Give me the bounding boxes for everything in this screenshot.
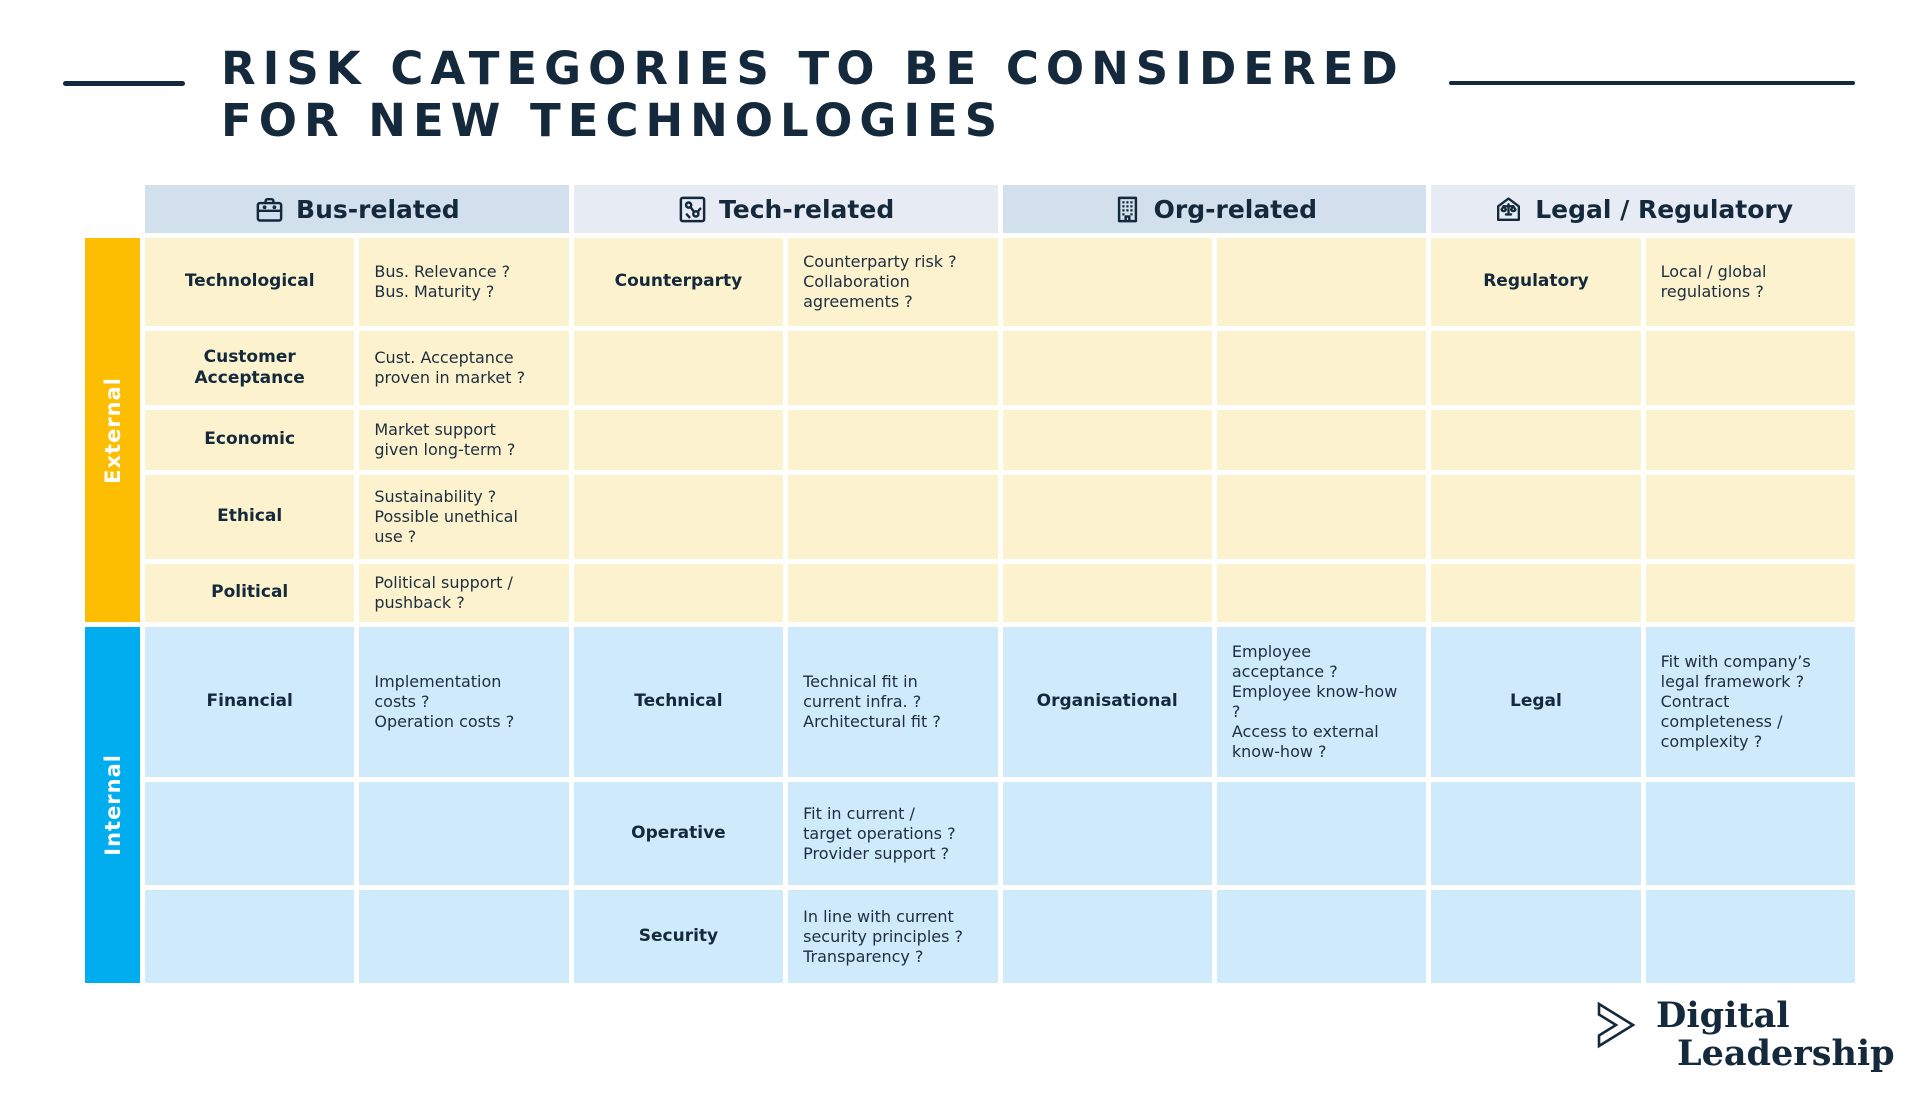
title-left-rule: [63, 81, 185, 86]
column-header-bus-related: Bus-related: [145, 185, 569, 233]
empty-cell: [1216, 782, 1427, 885]
briefcase-icon: [256, 197, 283, 222]
category-cell: Regulatory: [1431, 238, 1641, 326]
empty-cell: [1431, 564, 1641, 622]
empty-cell: [1216, 410, 1427, 470]
empty-cell: [1216, 238, 1427, 326]
empty-cell: [1645, 890, 1855, 983]
title-right-rule: [1449, 81, 1855, 85]
column-header-legal-regulatory: Legal / Regulatory: [1431, 185, 1855, 233]
category-cell: Technical: [573, 627, 784, 777]
empty-cell: [359, 782, 569, 885]
category-cell: Customer Acceptance: [145, 331, 355, 405]
section-band-external: External: [85, 238, 140, 622]
empty-cell: [1431, 782, 1641, 885]
question-cell: Sustainability ? Possible unethical use …: [359, 475, 569, 559]
column-header-tech-related: Tech-related: [573, 185, 998, 233]
circuit-icon: [679, 196, 706, 222]
page-title: RISK CATEGORIES TO BE CONSIDERED FOR NEW…: [221, 42, 1405, 148]
brand-logo-line1: Digital: [1656, 995, 1790, 1036]
column-header-label: Org-related: [1153, 194, 1318, 224]
category-cell: Economic: [145, 410, 355, 470]
empty-cell: [1002, 782, 1212, 885]
empty-cell: [1002, 890, 1212, 983]
empty-cell: [1431, 331, 1641, 405]
section-label-external: External: [100, 376, 125, 484]
empty-cell: [788, 410, 998, 470]
empty-cell: [573, 475, 784, 559]
empty-cell: [1431, 410, 1641, 470]
column-header-label: Tech-related: [719, 194, 895, 224]
page-title-line1: RISK CATEGORIES TO BE CONSIDERED: [221, 42, 1405, 95]
empty-cell: [1645, 331, 1855, 405]
question-cell: Political support / pushback ?: [359, 564, 569, 622]
empty-cell: [573, 331, 784, 405]
question-cell: Market support given long-term ?: [359, 410, 569, 470]
column-header-org-related: Org-related: [1002, 185, 1427, 233]
scales-icon: [1497, 196, 1521, 221]
section-label-internal: Internal: [100, 754, 125, 856]
empty-cell: [573, 564, 784, 622]
empty-cell: [1645, 564, 1855, 622]
category-cell: Counterparty: [573, 238, 784, 326]
category-cell: Operative: [573, 782, 784, 885]
empty-cell: [1002, 475, 1212, 559]
question-cell: Technical fit in current infra. ? Archit…: [788, 627, 998, 777]
empty-cell: [359, 890, 569, 983]
category-cell: Organisational: [1002, 627, 1212, 777]
empty-cell: [1645, 410, 1855, 470]
category-cell: Ethical: [145, 475, 355, 559]
question-cell: In line with current security principles…: [788, 890, 998, 983]
category-cell: Security: [573, 890, 784, 983]
question-cell: Counterparty risk ? Collaboration agreem…: [788, 238, 998, 326]
building-icon: [1117, 196, 1137, 222]
brand-logo: Digital Leadership: [1593, 997, 1895, 1073]
empty-cell: [145, 782, 355, 885]
empty-cell: [788, 331, 998, 405]
question-cell: Implementation costs ? Operation costs ?: [359, 627, 569, 777]
column-header-label: Legal / Regulatory: [1535, 194, 1794, 224]
brand-logo-text: Digital Leadership: [1656, 997, 1895, 1073]
empty-cell: [788, 564, 998, 622]
question-cell: Local / global regulations ?: [1645, 238, 1855, 326]
empty-cell: [1645, 782, 1855, 885]
question-cell: Fit in current / target operations ? Pro…: [788, 782, 998, 885]
risk-matrix-table: Bus-related Tech-related: [85, 185, 1855, 983]
question-cell: Employee acceptance ? Employee know-how …: [1216, 627, 1427, 777]
empty-cell: [1002, 331, 1212, 405]
empty-cell: [145, 890, 355, 983]
question-cell: Cust. Acceptance proven in market ?: [359, 331, 569, 405]
question-cell: Fit with company’s legal framework ? Con…: [1645, 627, 1855, 777]
empty-cell: [788, 475, 998, 559]
empty-cell: [573, 410, 784, 470]
empty-cell: [1216, 564, 1427, 622]
empty-cell: [1431, 475, 1641, 559]
category-cell: Political: [145, 564, 355, 622]
empty-cell: [1216, 890, 1427, 983]
section-band-internal: Internal: [85, 627, 140, 983]
empty-cell: [1645, 475, 1855, 559]
question-cell: Bus. Relevance ? Bus. Maturity ?: [359, 238, 569, 326]
chevron-logo-icon: [1597, 1001, 1636, 1049]
category-cell: Technological: [145, 238, 355, 326]
empty-cell: [1002, 564, 1212, 622]
empty-cell: [1002, 410, 1212, 470]
empty-cell: [1216, 331, 1427, 405]
page-title-line2: FOR NEW TECHNOLOGIES: [221, 94, 1005, 148]
empty-cell: [1002, 238, 1212, 326]
category-cell: Legal: [1431, 627, 1641, 777]
category-cell: Financial: [145, 627, 355, 777]
empty-cell: [1216, 475, 1427, 559]
empty-cell: [1431, 890, 1641, 983]
brand-logo-line2: Leadership: [1677, 1032, 1895, 1074]
column-header-label: Bus-related: [296, 194, 460, 224]
